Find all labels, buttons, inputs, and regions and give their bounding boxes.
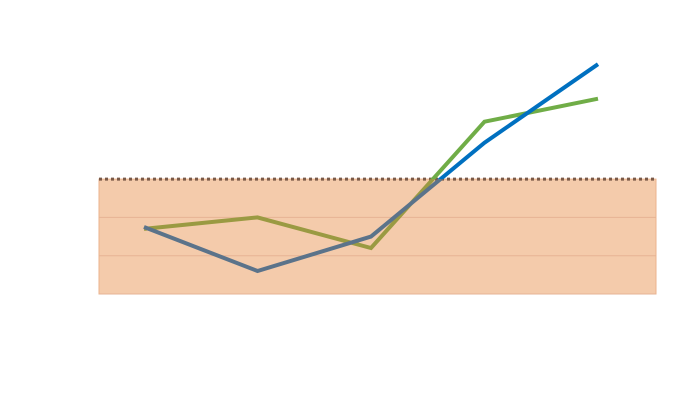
series-2-line-above (437, 62, 600, 180)
series-2-line-below (143, 179, 444, 274)
series-1 (143, 96, 599, 251)
series-2 (143, 62, 600, 274)
series-1-line-below (143, 179, 436, 251)
series-1-line-above (430, 96, 599, 180)
shaded-band (98, 178, 657, 295)
